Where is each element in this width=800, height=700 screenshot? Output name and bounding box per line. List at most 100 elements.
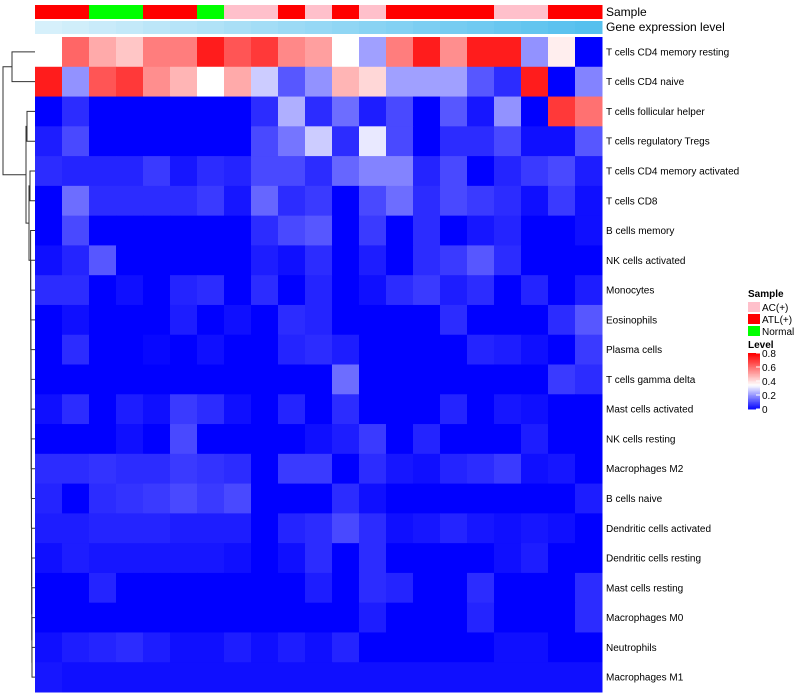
heatmap-cell xyxy=(413,37,441,68)
heatmap-cell xyxy=(224,483,252,514)
heatmap-cell xyxy=(278,543,306,574)
row-label: Plasma cells xyxy=(606,345,662,356)
heatmap-cell xyxy=(413,275,441,306)
row-label: T cells gamma delta xyxy=(606,375,696,386)
heatmap-cell xyxy=(116,156,144,187)
heatmap-cell xyxy=(467,304,495,336)
dendrogram-branch xyxy=(31,646,35,678)
heatmap-cell xyxy=(548,483,576,514)
heatmap-cell xyxy=(467,185,495,217)
heatmap-cell xyxy=(143,394,171,425)
legend-sample-swatch xyxy=(748,302,760,312)
heatmap-cell xyxy=(413,394,441,425)
heatmap-cell xyxy=(467,126,495,157)
heatmap-cell xyxy=(386,156,414,187)
heatmap-cell xyxy=(89,334,117,365)
legend: Sample AC(+)ATL(+)Normal Level 0.8 0.6 0.4… xyxy=(748,289,794,416)
legend-level-label: 0.4 xyxy=(762,377,776,388)
heatmap-cell xyxy=(116,364,144,395)
heatmap-cell xyxy=(575,245,603,276)
heatmap-cell xyxy=(332,304,360,336)
heatmap-cell xyxy=(413,513,441,544)
heatmap-cell xyxy=(197,275,225,306)
heatmap-cell xyxy=(332,513,360,544)
heatmap-cell xyxy=(359,37,387,68)
heatmap-cell xyxy=(440,96,468,127)
expression-annotation-label: Gene expression level xyxy=(606,20,725,34)
heatmap-cell xyxy=(116,424,144,455)
heatmap-cell xyxy=(467,275,495,306)
heatmap-cell xyxy=(89,602,117,633)
heatmap-cell xyxy=(440,185,468,217)
heatmap-cell xyxy=(332,453,360,485)
expression-annotation-cell xyxy=(170,21,198,34)
heatmap-cell xyxy=(89,245,117,276)
heatmap-cell xyxy=(467,453,495,485)
heatmap-cell xyxy=(386,632,414,663)
sample-annotation-cell xyxy=(332,5,360,19)
heatmap-cell xyxy=(467,394,495,425)
heatmap-cell xyxy=(332,334,360,365)
heatmap-cell xyxy=(224,96,252,127)
heatmap-cell xyxy=(143,304,171,336)
row-label: Mast cells resting xyxy=(606,583,683,594)
heatmap-cell xyxy=(251,126,279,157)
heatmap-cell xyxy=(521,334,549,365)
heatmap-cell xyxy=(305,483,333,514)
heatmap-cell xyxy=(305,632,333,663)
heatmap-cell xyxy=(413,424,441,455)
heatmap-cell xyxy=(440,334,468,365)
heatmap-cell xyxy=(89,126,117,157)
heatmap-cell xyxy=(467,334,495,365)
heatmap-cell xyxy=(224,632,252,663)
heatmap-cell xyxy=(143,66,171,98)
legend-colorbar-segment xyxy=(748,358,760,361)
heatmap-cell xyxy=(548,156,576,187)
heatmap-cell xyxy=(35,632,63,663)
heatmap-cell xyxy=(305,96,333,127)
heatmap-cell xyxy=(35,662,63,693)
heatmap-cell xyxy=(575,185,603,217)
heatmap-cell xyxy=(467,483,495,514)
legend-colorbar-segment xyxy=(748,357,760,360)
heatmap-cell xyxy=(170,364,198,395)
heatmap-cell xyxy=(224,394,252,425)
heatmap-cell xyxy=(305,66,333,98)
heatmap-cell xyxy=(62,334,90,365)
heatmap-cell xyxy=(494,37,522,68)
heatmap-cell xyxy=(197,215,225,246)
heatmap-cell xyxy=(521,37,549,68)
heatmap-cell xyxy=(359,66,387,98)
heatmap-cell xyxy=(548,602,576,633)
heatmap-cell xyxy=(386,37,414,68)
heatmap-cell xyxy=(89,424,117,455)
heatmap-cell xyxy=(116,37,144,68)
heatmap-cell xyxy=(467,66,495,98)
heatmap-cell xyxy=(305,215,333,246)
heatmap-cell xyxy=(494,662,522,693)
heatmap-cell xyxy=(359,364,387,395)
legend-colorbar-segment xyxy=(748,406,760,409)
heatmap-cell xyxy=(548,215,576,246)
heatmap-cell xyxy=(359,334,387,365)
heatmap-cell xyxy=(305,602,333,633)
legend-colorbar-segment xyxy=(748,404,760,407)
row-label: T cells follicular helper xyxy=(606,107,705,118)
legend-level-title: Level xyxy=(748,340,774,351)
legend-colorbar-segment xyxy=(748,365,760,368)
heatmap-cell xyxy=(494,96,522,127)
legend-colorbar-segment xyxy=(748,372,760,375)
heatmap-cell xyxy=(89,543,117,574)
heatmap-cell xyxy=(62,394,90,425)
heatmap-cell xyxy=(197,304,225,336)
heatmap-cell xyxy=(359,632,387,663)
heatmap-cell xyxy=(170,245,198,276)
heatmap-cell xyxy=(575,156,603,187)
legend-level-colorbar: 0.8 0.6 0.4 0.2 0 xyxy=(748,349,776,416)
heatmap-cell xyxy=(224,662,252,693)
sample-annotation-cell xyxy=(62,5,90,19)
legend-colorbar-segment xyxy=(748,386,760,389)
heatmap-cell xyxy=(116,215,144,246)
heatmap-cell xyxy=(440,66,468,98)
heatmap-cell xyxy=(359,483,387,514)
